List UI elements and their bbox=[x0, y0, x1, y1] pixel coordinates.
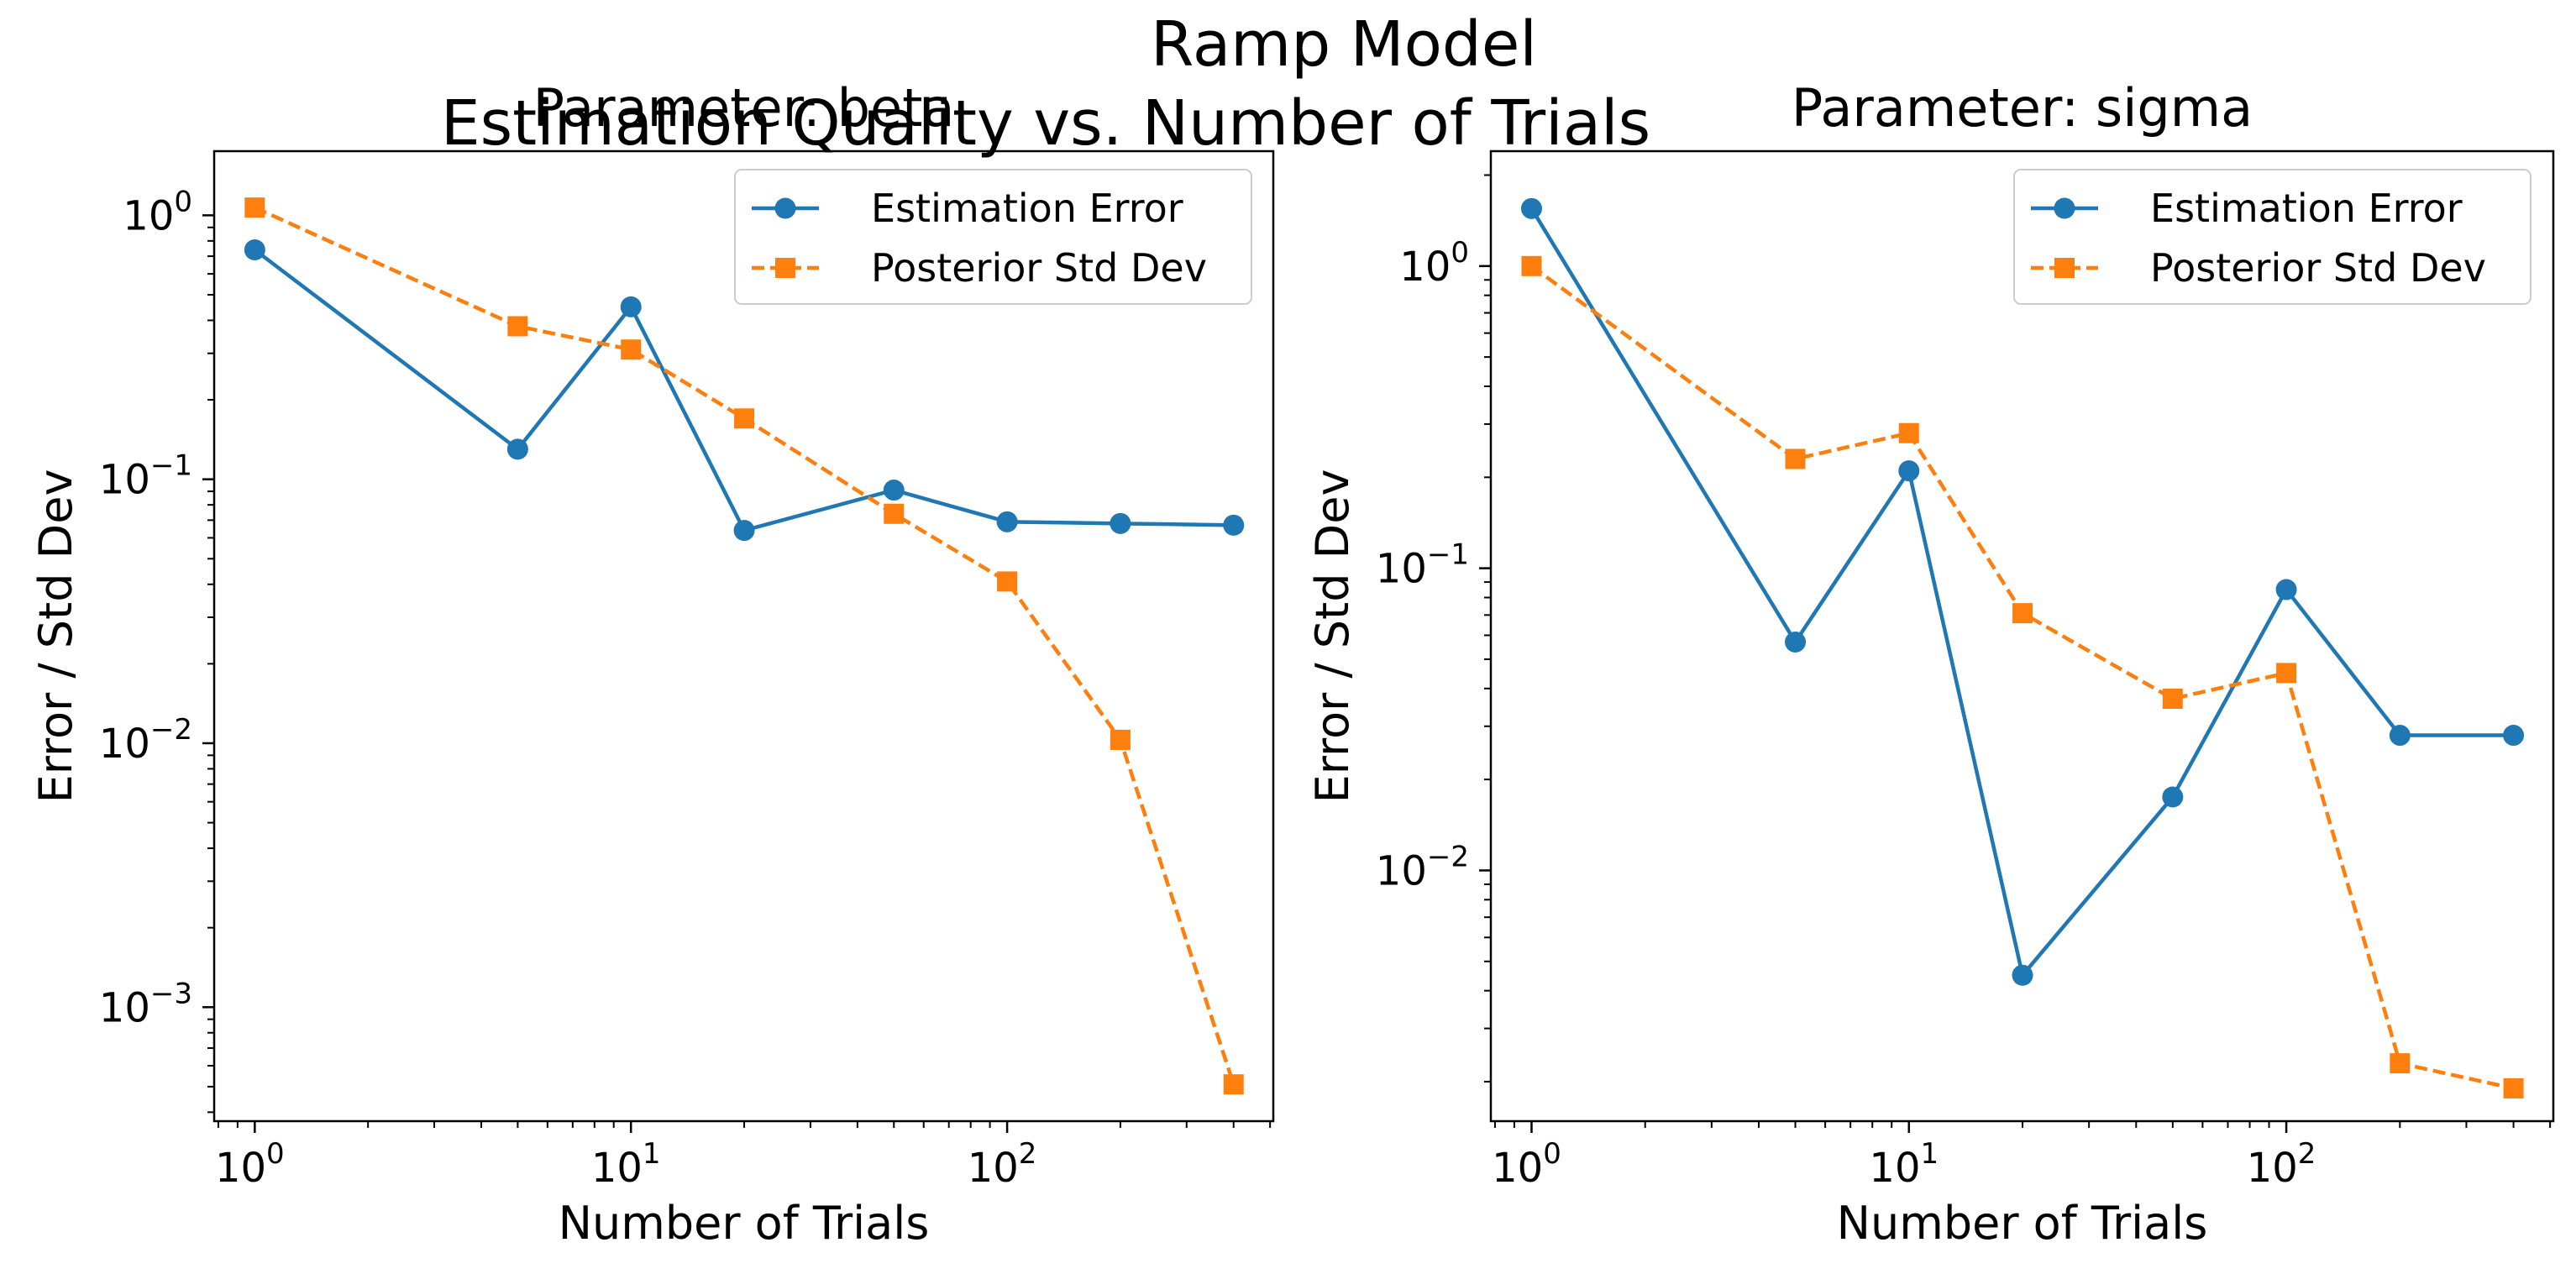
legend-marker-circle bbox=[2054, 197, 2075, 219]
y-axis-label: Error / Std Dev bbox=[1306, 469, 1359, 804]
axes-frame bbox=[212, 149, 1275, 1123]
panel-title: Parameter: sigma bbox=[1792, 77, 2253, 139]
y-tick-label: 10−2 bbox=[99, 713, 192, 768]
data-point-circle bbox=[2503, 725, 2525, 747]
data-point-circle bbox=[2275, 579, 2297, 600]
axes-frame bbox=[1489, 149, 2555, 1123]
y-axis-label: Error / Std Dev bbox=[29, 469, 82, 804]
y-tick-label: 10−2 bbox=[1376, 840, 1469, 894]
y-tick-label: 100 bbox=[123, 185, 192, 239]
data-point-circle bbox=[2389, 725, 2411, 747]
data-point-circle bbox=[883, 480, 905, 501]
data-point-square bbox=[244, 197, 265, 218]
suptitle-line-1: Ramp Model bbox=[1151, 8, 1537, 81]
legend-label: Posterior Std Dev bbox=[871, 245, 1207, 291]
series-line-posterior-std-dev bbox=[254, 206, 1236, 1085]
data-point-circle bbox=[1520, 197, 1542, 219]
data-point-circle bbox=[1898, 460, 1920, 482]
panel-sigma: 100 101 102 10−2 10−1 100 Number of Trials Erro… bbox=[1306, 77, 2555, 1250]
data-point-circle bbox=[2012, 964, 2033, 986]
data-point-square bbox=[507, 316, 528, 337]
y-tick-label: 10−1 bbox=[1376, 538, 1469, 593]
series-line-posterior-std-dev bbox=[1530, 264, 2515, 1091]
series-line-estimation-error bbox=[253, 248, 1234, 532]
data-point-square bbox=[2503, 1077, 2524, 1098]
data-point-square bbox=[997, 571, 1018, 592]
x-tick-label: 100 bbox=[1492, 1137, 1561, 1192]
legend-box bbox=[2013, 169, 2531, 305]
data-point-circle bbox=[2162, 786, 2184, 808]
data-point-square bbox=[1898, 422, 1919, 443]
data-point-square bbox=[2276, 663, 2297, 684]
data-point-circle bbox=[1110, 512, 1131, 534]
suptitle-line-2: Estimation Quality vs. Number of Trials bbox=[441, 87, 1650, 160]
x-tick-label: 102 bbox=[2247, 1137, 2316, 1192]
data-point-square bbox=[621, 339, 642, 360]
data-point-circle bbox=[244, 239, 265, 260]
data-point-circle bbox=[1785, 631, 1807, 653]
data-point-circle bbox=[733, 520, 755, 542]
data-point-square bbox=[734, 408, 755, 429]
legend-marker-square bbox=[2054, 258, 2075, 278]
data-point-square bbox=[1785, 448, 1806, 469]
panel-beta: 100 101 102 10−3 10−2 10−1 100 Number of Trials… bbox=[29, 77, 1275, 1250]
data-point-square bbox=[1110, 729, 1131, 750]
legend-marker-square bbox=[775, 258, 795, 278]
legend-box bbox=[734, 169, 1252, 305]
legend-label: Posterior Std Dev bbox=[2150, 245, 2486, 291]
legend-label: Estimation Error bbox=[871, 186, 1183, 231]
data-point-square bbox=[2390, 1053, 2411, 1074]
x-tick-label: 101 bbox=[1869, 1137, 1939, 1192]
data-point-square bbox=[1521, 255, 1542, 276]
data-point-circle bbox=[996, 511, 1018, 532]
x-tick-label: 101 bbox=[591, 1137, 661, 1192]
y-tick-label: 10−1 bbox=[99, 449, 192, 504]
legend-label: Estimation Error bbox=[2150, 186, 2463, 231]
x-tick-label: 102 bbox=[968, 1137, 1037, 1192]
y-tick-label: 100 bbox=[1399, 236, 1469, 291]
data-point-circle bbox=[620, 296, 642, 317]
x-axis-label: Number of Trials bbox=[559, 1197, 930, 1250]
data-point-square bbox=[2162, 688, 2183, 709]
panel-title: Parameter: beta bbox=[533, 77, 955, 139]
data-point-square bbox=[884, 503, 905, 524]
data-point-square bbox=[2012, 603, 2033, 624]
x-axis-label: Number of Trials bbox=[1837, 1197, 2208, 1250]
data-point-circle bbox=[1223, 514, 1245, 536]
series-line-estimation-error bbox=[1529, 207, 2514, 978]
data-point-circle bbox=[506, 438, 528, 460]
y-tick-label: 10−3 bbox=[99, 977, 192, 1031]
legend-marker-circle bbox=[774, 197, 796, 219]
data-point-square bbox=[1223, 1074, 1244, 1095]
x-tick-label: 100 bbox=[215, 1137, 285, 1192]
